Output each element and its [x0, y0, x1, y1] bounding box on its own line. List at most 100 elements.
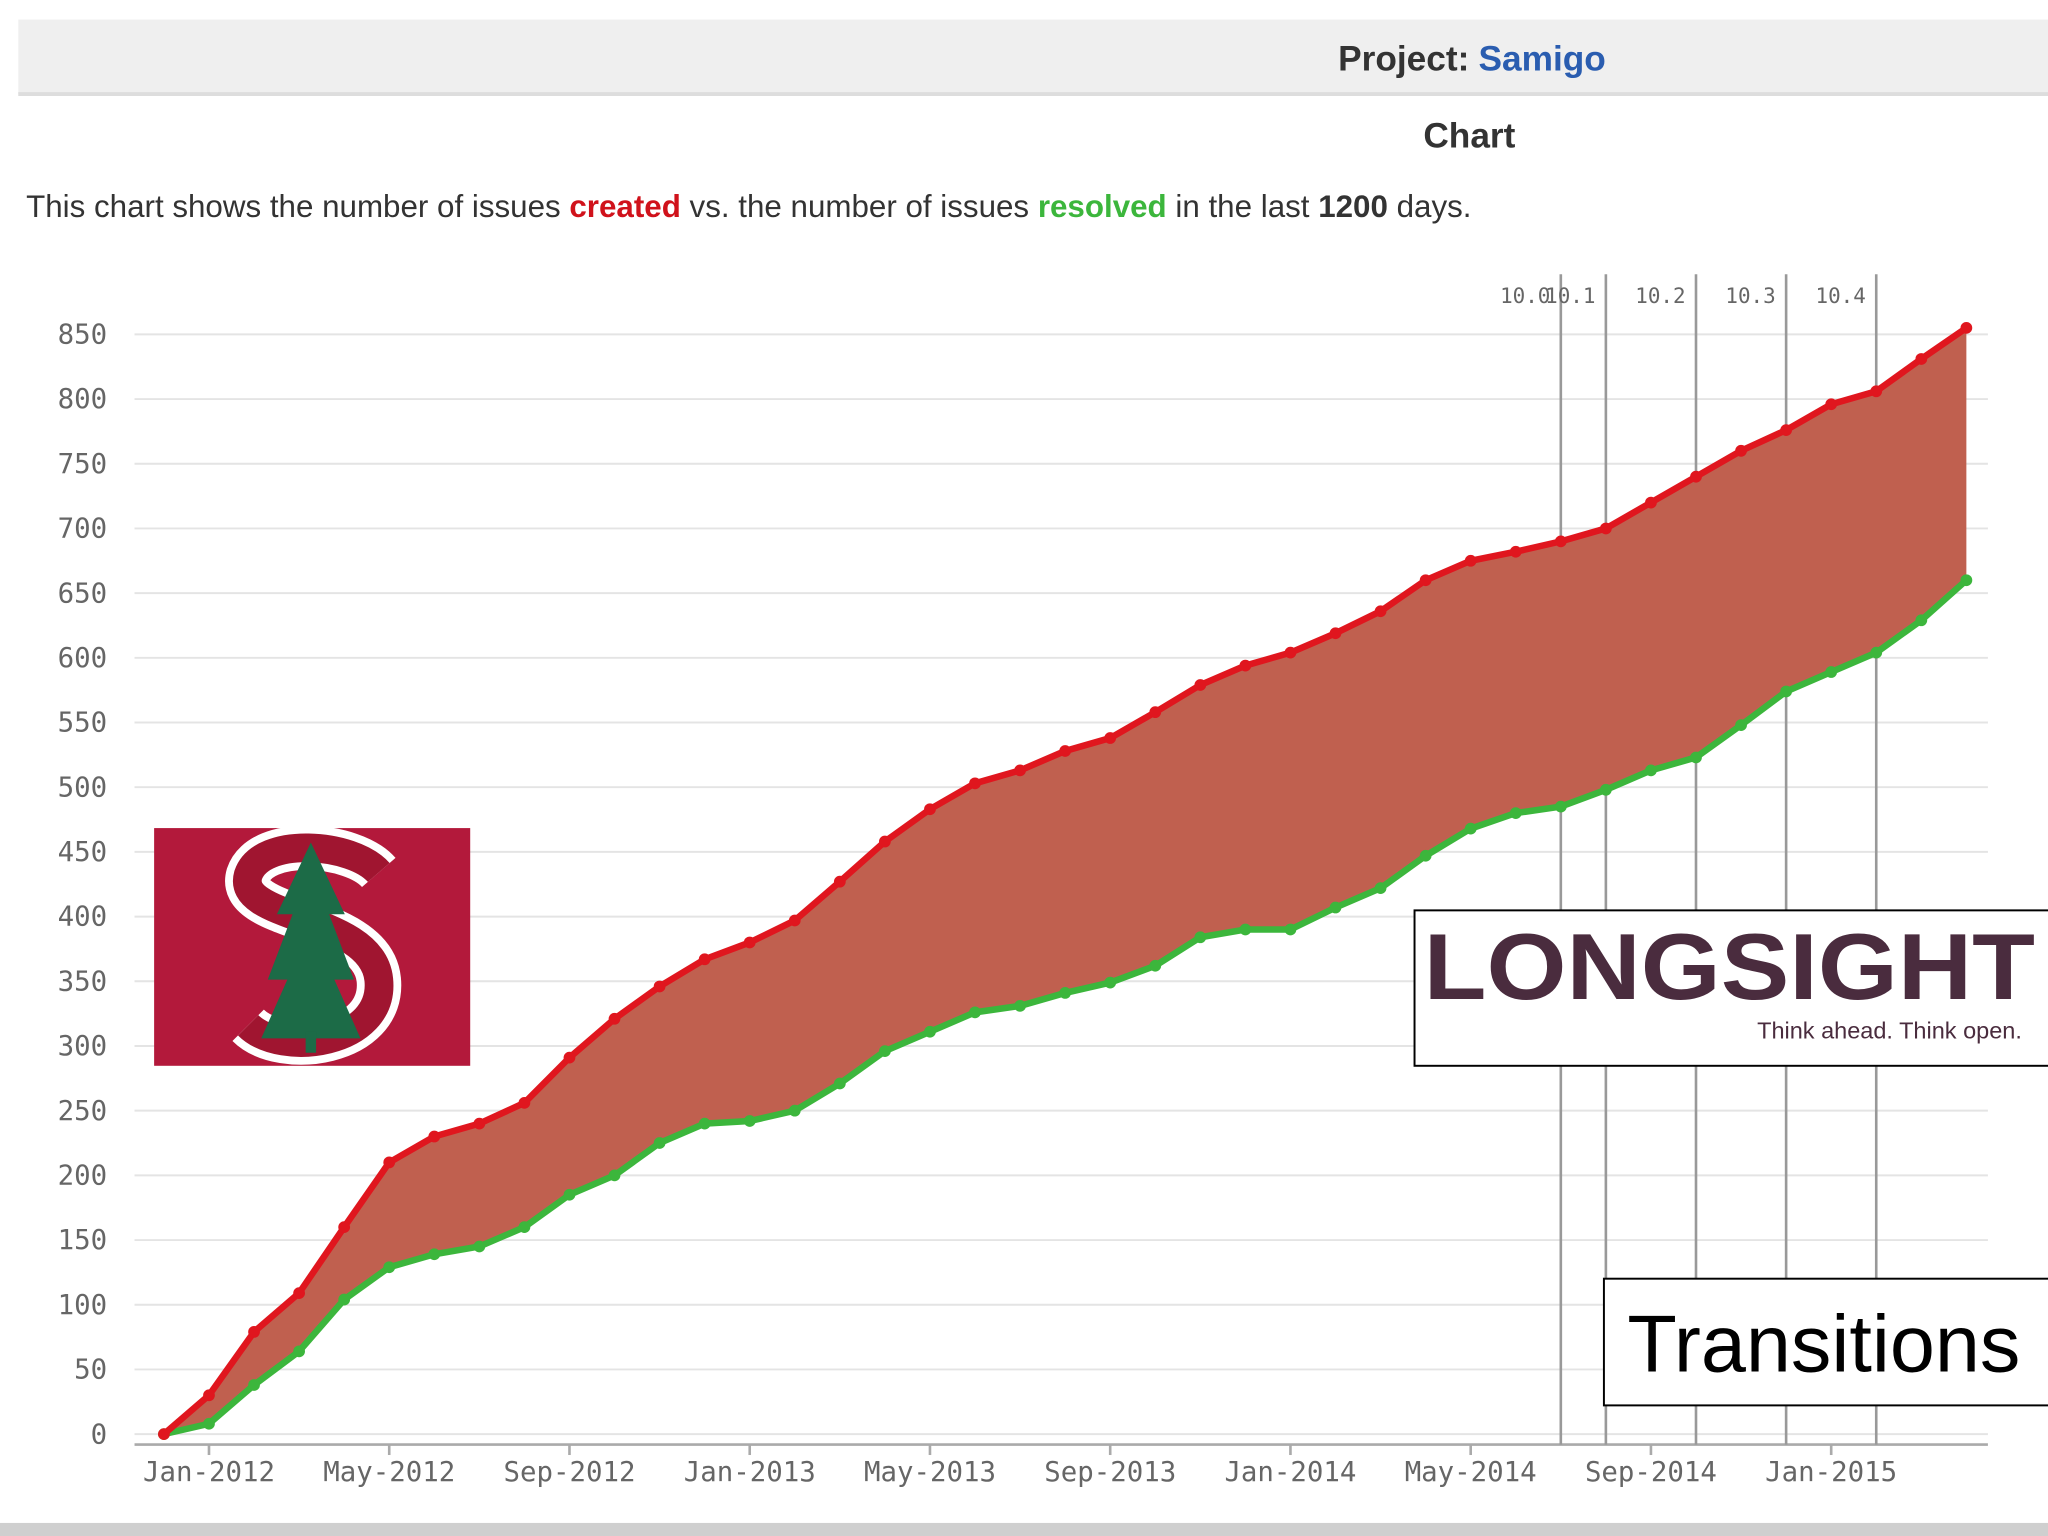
point: [1690, 751, 1702, 764]
stanford-logo: [154, 825, 471, 1066]
point: [969, 777, 981, 790]
point: [1690, 470, 1702, 483]
resolved-word: resolved: [1038, 189, 1167, 224]
point: [1915, 614, 1928, 627]
point: [608, 1169, 621, 1182]
point: [1645, 764, 1657, 777]
point: [1464, 822, 1477, 835]
point: [203, 1389, 215, 1402]
point: [293, 1345, 305, 1358]
point: [1780, 685, 1792, 698]
y-tick-label: 700: [58, 514, 108, 545]
y-tick-label: 200: [58, 1160, 108, 1191]
point: [518, 1097, 531, 1109]
y-tick-label: 650: [58, 578, 108, 609]
point: [248, 1326, 260, 1338]
caption-box: [1602, 1277, 2048, 1407]
point: [428, 1248, 441, 1261]
point: [1600, 522, 1612, 535]
point: [1509, 807, 1522, 819]
point: [473, 1117, 486, 1130]
x-tick-label: Jan-2014: [1224, 1457, 1356, 1488]
heading: Chart: [1423, 117, 1515, 156]
point: [1735, 444, 1747, 457]
bottom-bar: [0, 1522, 2048, 1536]
point: [563, 1188, 576, 1201]
point: [1374, 605, 1387, 618]
point: [1509, 545, 1522, 558]
point: [248, 1379, 260, 1391]
point: [1104, 976, 1117, 989]
x-tick-label: May-2014: [1405, 1457, 1537, 1488]
point: [1554, 535, 1567, 548]
y-tick-label: 150: [58, 1225, 108, 1256]
y-tick-label: 250: [58, 1096, 108, 1127]
tagline: Think ahead. Think open.: [1757, 1017, 2022, 1043]
point: [833, 875, 846, 888]
area-between: [163, 327, 1967, 1435]
point: [833, 1077, 846, 1090]
logo-trunk: [305, 1031, 317, 1053]
point: [788, 914, 801, 927]
x-tick-label: May-2013: [864, 1457, 996, 1488]
x-tick-label: May-2012: [323, 1457, 455, 1488]
point: [1419, 849, 1432, 862]
point: [924, 1025, 936, 1038]
version-label: 10.4: [1816, 284, 1866, 308]
y-tick-label: 800: [58, 384, 108, 415]
point: [1104, 732, 1117, 744]
point: [743, 1115, 756, 1127]
y-tick-label: 300: [58, 1031, 108, 1062]
point: [1014, 999, 1026, 1012]
x-tick-label: Sep-2014: [1585, 1457, 1717, 1488]
point: [1194, 931, 1207, 944]
x-tick-label: Jan-2012: [143, 1457, 275, 1488]
point: [1194, 679, 1207, 691]
point: [924, 803, 936, 816]
point: [1149, 706, 1162, 719]
point: [879, 1045, 891, 1058]
y-tick-label: 550: [58, 708, 108, 739]
point: [879, 835, 891, 848]
point: [1735, 719, 1747, 731]
project-name[interactable]: Samigo: [1479, 40, 1606, 79]
point: [293, 1287, 305, 1299]
point: [1374, 882, 1387, 895]
text: in the last: [1167, 189, 1319, 224]
point: [338, 1293, 351, 1306]
point: [1059, 987, 1072, 999]
point: [1284, 646, 1297, 659]
point: [653, 1137, 666, 1149]
text: vs. the number of issues: [681, 189, 1038, 224]
description: This chart shows the number of issues cr…: [26, 189, 1471, 224]
point: [1600, 783, 1612, 796]
point: [608, 1012, 621, 1025]
longsight-logo: LONGSIGHT Think ahead. Think open.: [1413, 909, 2048, 1067]
point: [653, 980, 666, 993]
y-tick-label: 500: [58, 772, 108, 803]
point: [698, 1117, 711, 1130]
point: [158, 1428, 170, 1440]
y-tick-label: 0: [91, 1419, 108, 1450]
point: [1825, 666, 1838, 678]
text: days.: [1388, 189, 1472, 224]
logo-box: [1413, 909, 2048, 1067]
point: [969, 1006, 981, 1019]
point: [1870, 646, 1883, 659]
caption: Transitions: [1627, 1299, 2020, 1389]
point: [518, 1221, 531, 1233]
point: [1239, 659, 1252, 672]
point: [563, 1051, 576, 1064]
point: [383, 1156, 396, 1169]
y-tick-label: 350: [58, 966, 108, 997]
y-tick-label: 850: [58, 320, 108, 351]
point: [338, 1221, 351, 1233]
point: [1239, 923, 1252, 936]
point: [1780, 424, 1792, 436]
point: [1419, 574, 1432, 587]
created-word: created: [569, 189, 680, 224]
point: [1329, 627, 1342, 640]
point: [1059, 745, 1072, 757]
